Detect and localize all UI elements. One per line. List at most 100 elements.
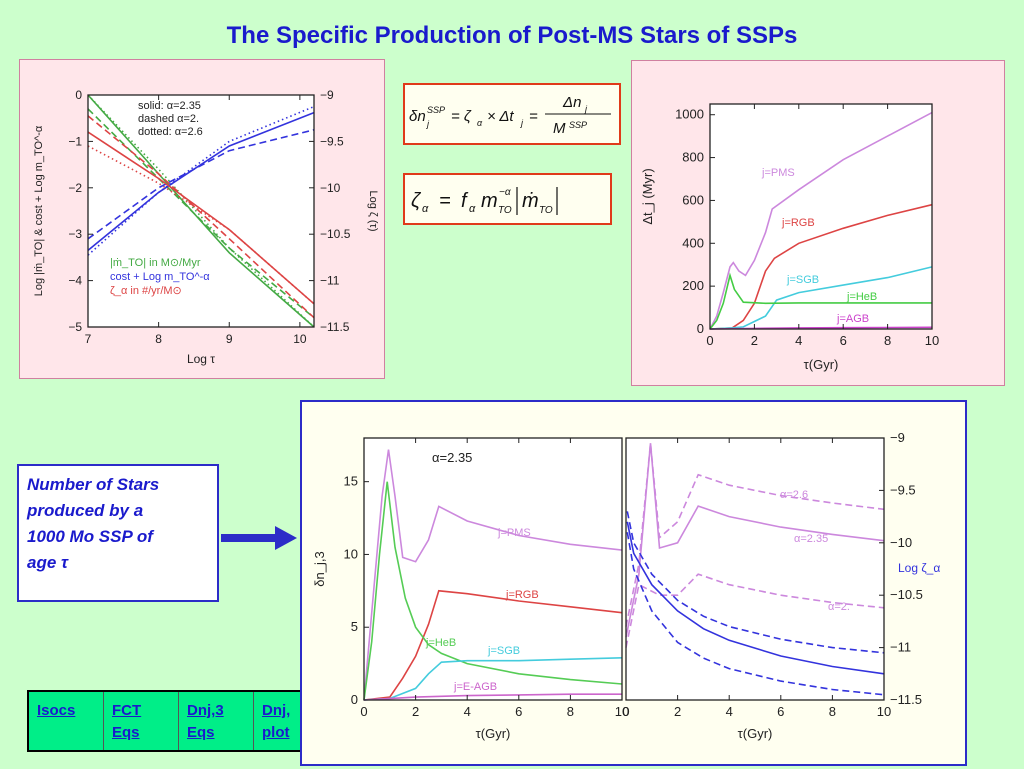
plot-area <box>710 104 932 329</box>
x-tick-label: 0 <box>706 333 713 348</box>
y-tick-label: 600 <box>682 192 704 207</box>
y-axis-label-right: Log ζ_α <box>898 561 940 575</box>
bottom-chart-panel: 0 2 4 6 8 10 0 5 10 15 τ(Gyr) δn_j,3 α=2.35 j=PMS j=RG… <box>300 400 967 766</box>
page-title: The Specific Production of Post-MS Stars… <box>226 22 798 49</box>
series-line <box>626 521 885 675</box>
y-tick-label: 0 <box>697 321 704 336</box>
series-line <box>363 657 623 701</box>
series-line <box>363 693 622 701</box>
svg-text:f: f <box>461 190 469 212</box>
series-label: j=PMS <box>497 527 531 539</box>
series-line <box>709 272 932 330</box>
x-tick-label: 4 <box>464 704 471 719</box>
nav-link-fct-eqs[interactable]: FCT Eqs <box>104 692 179 750</box>
svg-text:SSP: SSP <box>569 120 587 130</box>
x-tick-label: 9 <box>226 332 233 346</box>
y-tick-label: 10 <box>344 546 358 561</box>
plot-area <box>364 438 622 700</box>
nav-link-isocs[interactable]: Isocs <box>29 692 104 750</box>
nav-link-dnj3-eqs[interactable]: Dnj,3 Eqs <box>179 692 254 750</box>
series-label: j=PMS <box>761 167 795 179</box>
series-line <box>709 266 933 330</box>
log-production-chart: 7 8 9 10 0 −1 −2 −3 −4 −5 −9 −9.5 −10 −10.5 −11 −11.5 Lo… <box>33 88 379 366</box>
line-style-legend: dotted: α=2.6 <box>138 126 203 138</box>
plot-frame <box>625 437 885 701</box>
line-style-legend: solid: α=2.35 <box>138 100 201 112</box>
pointer-arrow-icon <box>221 526 297 550</box>
y-tick-label: −11 <box>890 640 911 655</box>
x-tick-label: 8 <box>155 332 162 346</box>
y-tick-label: 0 <box>75 88 82 102</box>
top-left-chart-panel: 7 8 9 10 0 −1 −2 −3 −4 −5 −9 −9.5 −10 −10.5 −11 −11.5 Lo… <box>19 59 385 379</box>
x-tick-label: 6 <box>515 704 522 719</box>
note-line-3: 1000 Mo SSP of <box>27 527 153 546</box>
y-axis-label-right: Log ζ (τ) <box>367 191 379 232</box>
svg-text:ṁ: ṁ <box>522 190 539 212</box>
x-tick-label: 0 <box>622 704 629 719</box>
svg-text:α: α <box>469 203 476 215</box>
series-legend-entry: cost + Log m_TO^-α <box>110 271 210 283</box>
x-tick-label: 0 <box>360 704 367 719</box>
svg-text:ζ: ζ <box>411 190 422 212</box>
nav-link-label: Dnj,3 <box>187 702 224 719</box>
series-line <box>363 589 623 701</box>
x-axis-label: τ(Gyr) <box>804 357 839 372</box>
delta-t-chart: 0 2 4 6 8 10 0 200 400 600 800 1000 τ(Gyr) Δt_j (Myr)… <box>640 103 939 372</box>
svg-text:δn: δn <box>409 108 426 125</box>
x-tick-label: 2 <box>412 704 419 719</box>
chart-title: α=2.35 <box>432 450 472 465</box>
series-line <box>625 573 885 648</box>
delta-n-charts: 0 2 4 6 8 10051015τ(Gyr)δn_j,3α=2.35j=PMSj=RG… <box>312 430 940 741</box>
series-label: j=E-AGB <box>453 681 497 693</box>
plot-frame <box>363 437 623 701</box>
y-axis-label: δn_j,3 <box>312 551 327 586</box>
x-axis-label: τ(Gyr) <box>738 726 773 741</box>
svg-text:j: j <box>426 119 430 129</box>
note-line-1: Number of Stars <box>27 475 160 494</box>
x-tick-label: 6 <box>840 333 847 348</box>
x-tick-label: 4 <box>726 704 733 719</box>
y-tick-label: −5 <box>68 320 82 334</box>
svg-text:TO: TO <box>539 205 553 216</box>
series-label: j=SGB <box>786 274 819 286</box>
svg-text:α: α <box>477 118 483 128</box>
svg-text:M: M <box>553 120 566 137</box>
x-tick-label: 8 <box>567 704 574 719</box>
series-line <box>87 108 315 319</box>
line-style-legend: dashed α=2. <box>138 113 199 125</box>
series-line <box>709 111 933 330</box>
series-line <box>626 511 885 654</box>
svg-text:=: = <box>439 190 451 212</box>
svg-text:α: α <box>422 203 429 215</box>
svg-text:SSP: SSP <box>427 105 445 115</box>
svg-text:= ζ: = ζ <box>451 108 472 125</box>
y-tick-label: −10.5 <box>320 227 351 241</box>
series-label: j=SGB <box>487 645 520 657</box>
series-line <box>625 443 885 638</box>
x-tick-label: 8 <box>829 704 836 719</box>
x-axis-label: τ(Gyr) <box>476 726 511 741</box>
series-label: j=AGB <box>836 313 869 325</box>
nav-link-label: Isocs <box>37 702 76 719</box>
plot-frame <box>87 94 315 328</box>
svg-text:j: j <box>520 118 524 128</box>
y-tick-label: −4 <box>68 274 82 288</box>
x-tick-label: 7 <box>85 332 92 346</box>
series-line <box>87 115 315 319</box>
series-legend-entry: |ṁ_TO| in M⊙/Myr <box>110 257 201 269</box>
series-line <box>626 532 885 696</box>
y-tick-label: 800 <box>682 150 704 165</box>
y-tick-label: −1 <box>68 134 82 148</box>
x-axis-label: Log τ <box>187 352 215 366</box>
series-label: j=HeB <box>846 291 877 303</box>
series-label: j=RGB <box>781 217 815 229</box>
nav-table: Isocs FCT Eqs Dnj,3 Eqs Dnj, plot <box>27 690 331 752</box>
series-line <box>363 481 623 701</box>
note-box: Number of Stars produced by a 1000 Mo SS… <box>17 464 219 602</box>
svg-text:−α: −α <box>499 187 511 198</box>
y-tick-label: 200 <box>682 278 704 293</box>
